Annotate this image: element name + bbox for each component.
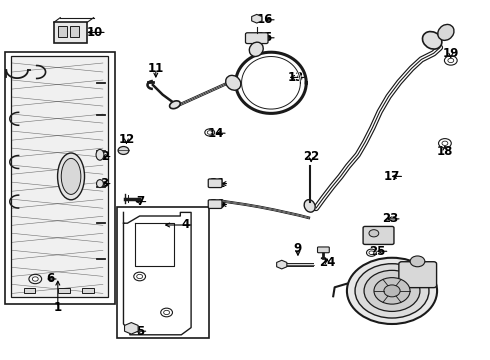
Ellipse shape (304, 200, 315, 212)
Text: 18: 18 (437, 145, 453, 158)
Bar (70, 26, 79, 37)
Circle shape (448, 58, 454, 63)
Bar (117, 207, 209, 338)
Text: 3: 3 (100, 177, 109, 190)
Text: 1: 1 (54, 301, 62, 314)
Bar (82, 288, 94, 293)
Ellipse shape (438, 24, 454, 40)
Text: 23: 23 (382, 212, 398, 225)
Text: 17: 17 (384, 170, 400, 183)
Text: 19: 19 (442, 47, 459, 60)
Circle shape (374, 278, 410, 304)
Bar (24, 288, 35, 293)
Bar (5, 52, 115, 304)
FancyBboxPatch shape (399, 262, 437, 288)
Ellipse shape (97, 180, 103, 188)
Circle shape (355, 264, 429, 318)
Text: 25: 25 (369, 245, 386, 258)
Ellipse shape (170, 101, 180, 109)
Bar (11, 56, 108, 297)
Ellipse shape (422, 32, 442, 49)
Text: 12: 12 (118, 133, 135, 146)
Text: 4: 4 (181, 219, 190, 231)
Text: 14: 14 (208, 127, 224, 140)
FancyBboxPatch shape (318, 247, 329, 253)
FancyBboxPatch shape (208, 179, 222, 188)
Text: 6: 6 (47, 273, 55, 285)
Text: 2: 2 (100, 150, 109, 163)
FancyBboxPatch shape (208, 200, 222, 208)
Circle shape (410, 256, 425, 267)
Circle shape (347, 258, 437, 324)
FancyBboxPatch shape (363, 226, 394, 244)
Ellipse shape (249, 42, 263, 57)
Circle shape (369, 230, 379, 237)
Text: 24: 24 (319, 256, 336, 269)
Circle shape (369, 251, 374, 255)
Bar (58, 26, 67, 37)
Circle shape (137, 274, 143, 279)
Text: 21: 21 (209, 177, 225, 190)
Bar (58, 288, 70, 293)
Ellipse shape (61, 158, 81, 194)
FancyBboxPatch shape (54, 22, 87, 43)
Text: 5: 5 (136, 325, 145, 338)
Circle shape (118, 147, 129, 154)
Text: 13: 13 (288, 71, 304, 84)
Circle shape (32, 277, 38, 281)
Text: 8: 8 (419, 278, 427, 291)
Circle shape (364, 270, 420, 311)
Text: 20: 20 (209, 198, 225, 211)
Text: 16: 16 (257, 13, 273, 26)
Text: 9: 9 (294, 242, 302, 255)
Circle shape (207, 131, 212, 134)
Ellipse shape (226, 75, 241, 90)
Text: 7: 7 (136, 195, 145, 208)
Circle shape (164, 310, 170, 315)
Text: 22: 22 (303, 150, 319, 163)
FancyBboxPatch shape (245, 33, 268, 44)
Ellipse shape (96, 149, 104, 160)
Text: 15: 15 (257, 31, 273, 44)
Circle shape (384, 285, 400, 297)
Text: 10: 10 (87, 26, 103, 39)
Text: 11: 11 (147, 62, 164, 75)
Circle shape (442, 141, 448, 145)
Ellipse shape (57, 153, 84, 200)
